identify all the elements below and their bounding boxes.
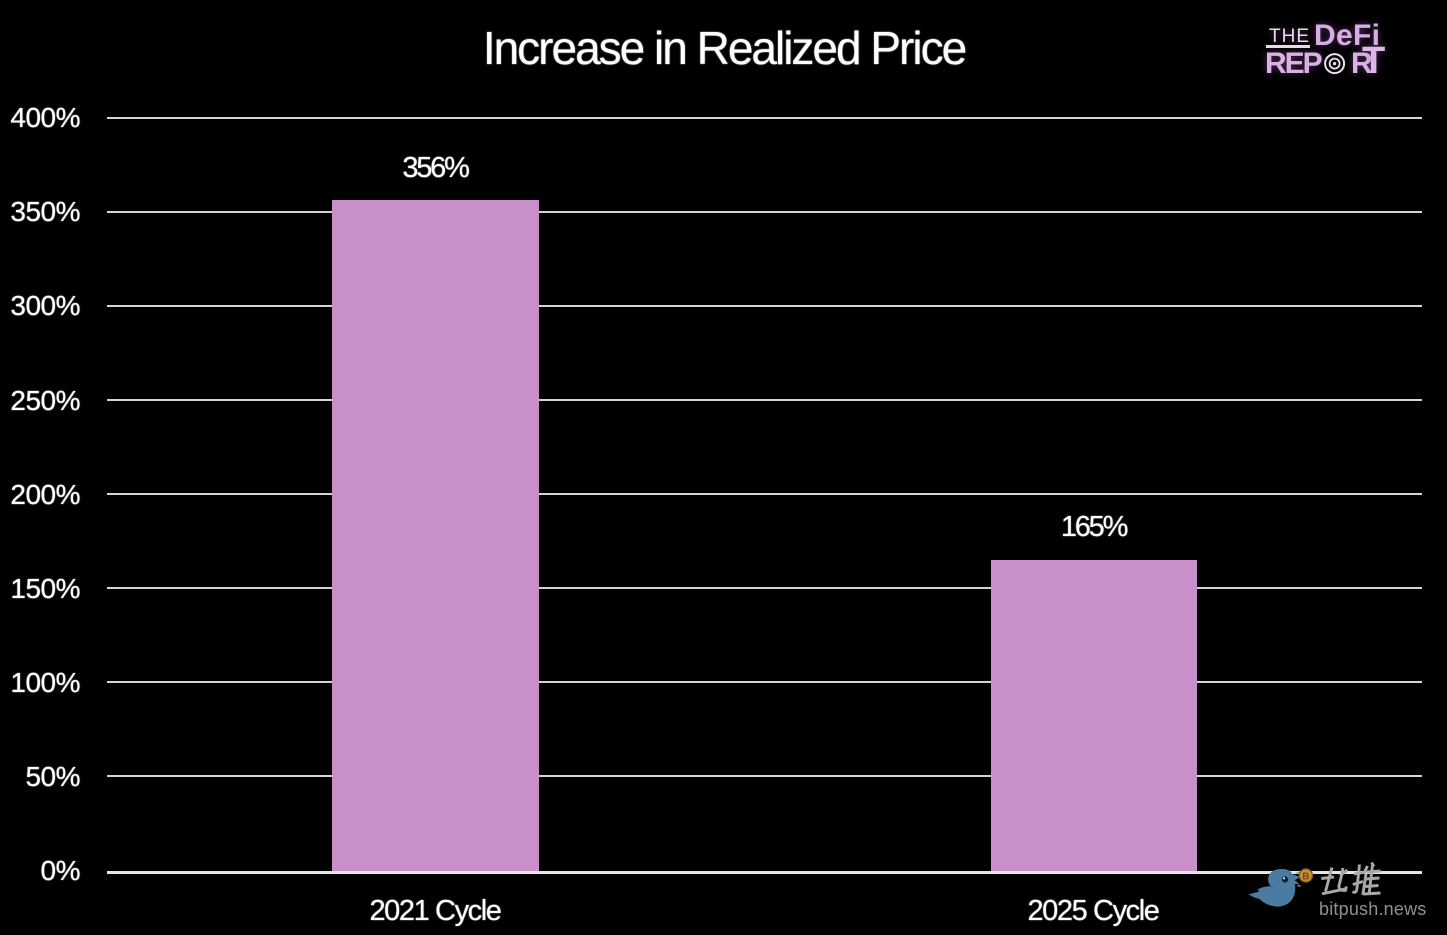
svg-text:B: B	[1302, 872, 1309, 883]
